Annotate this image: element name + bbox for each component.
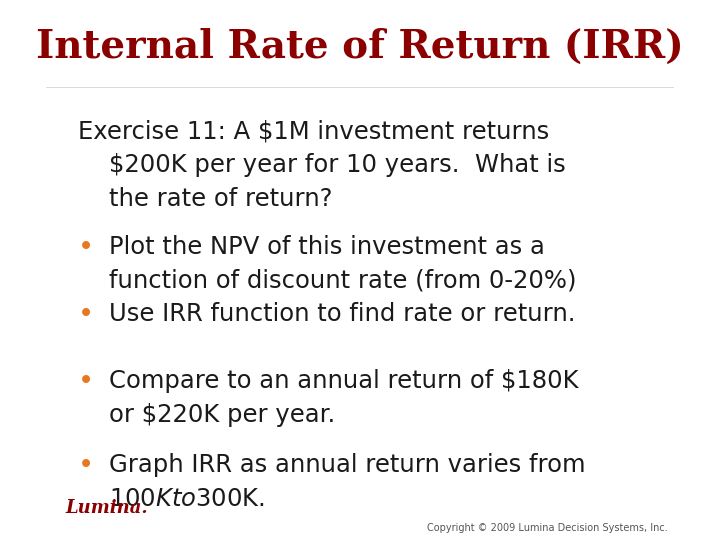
Text: function of discount rate (from 0-20%): function of discount rate (from 0-20%) bbox=[109, 269, 577, 293]
Text: the rate of return?: the rate of return? bbox=[78, 187, 332, 211]
Text: Compare to an annual return of $180K: Compare to an annual return of $180K bbox=[109, 369, 578, 393]
Text: Lumina.: Lumina. bbox=[65, 499, 148, 517]
Text: $100K to $300K.: $100K to $300K. bbox=[109, 487, 265, 510]
Text: Internal Rate of Return (IRR): Internal Rate of Return (IRR) bbox=[36, 28, 684, 66]
Text: •: • bbox=[78, 235, 94, 261]
Text: Copyright © 2009 Lumina Decision Systems, Inc.: Copyright © 2009 Lumina Decision Systems… bbox=[427, 523, 667, 533]
Text: •: • bbox=[78, 302, 94, 328]
Text: $200K per year for 10 years.  What is: $200K per year for 10 years. What is bbox=[78, 153, 565, 178]
Text: Plot the NPV of this investment as a: Plot the NPV of this investment as a bbox=[109, 235, 545, 259]
Text: •: • bbox=[78, 369, 94, 395]
Text: •: • bbox=[78, 453, 94, 478]
Text: or $220K per year.: or $220K per year. bbox=[109, 403, 336, 427]
Text: Use IRR function to find rate or return.: Use IRR function to find rate or return. bbox=[109, 302, 575, 326]
Text: Exercise 11: A $1M investment returns: Exercise 11: A $1M investment returns bbox=[78, 119, 549, 144]
Text: Graph IRR as annual return varies from: Graph IRR as annual return varies from bbox=[109, 453, 585, 477]
